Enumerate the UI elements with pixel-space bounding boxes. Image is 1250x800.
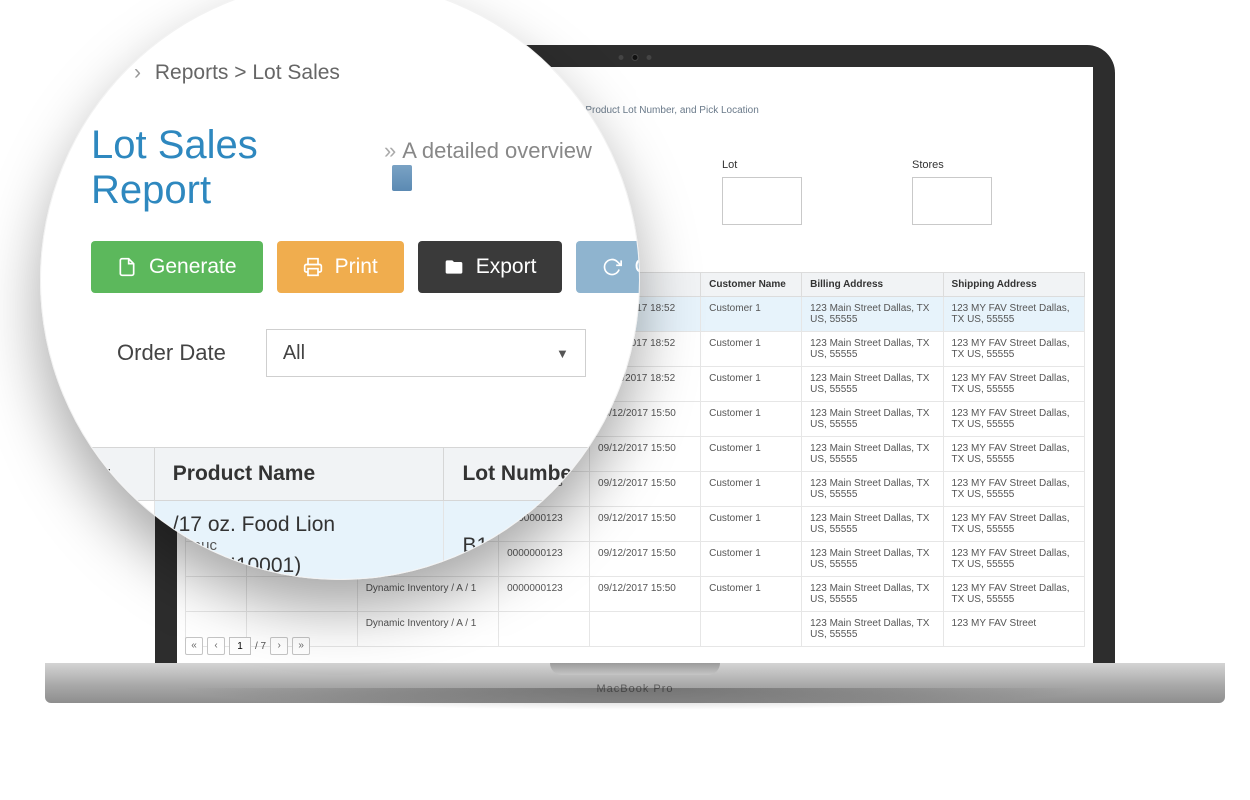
- filter-input-stores[interactable]: [912, 177, 992, 225]
- cell-billing: 123 Main Street Dallas, TX US, 55555: [802, 297, 943, 332]
- cell-shipping: 123 MY FAV Street Dallas, TX US, 55555: [943, 542, 1084, 577]
- generate-button[interactable]: Generate: [91, 241, 263, 293]
- cell-customer: [701, 612, 802, 647]
- chevron-down-icon: ▼: [556, 346, 569, 361]
- pager-prev[interactable]: ‹: [207, 637, 225, 655]
- folder-open-icon: [444, 257, 464, 277]
- cell-location: Dynamic Inventory / A / 1: [357, 577, 498, 612]
- breadcrumb: me › Reports > Lot Sales: [91, 61, 609, 85]
- pager-next[interactable]: ›: [270, 637, 288, 655]
- pager-page-input[interactable]: [229, 637, 251, 655]
- order-date-value: All: [283, 342, 305, 365]
- cell-date: 09/12/2017 15:50: [590, 507, 701, 542]
- pager-last[interactable]: »: [292, 637, 310, 655]
- order-date-label: Order Date: [117, 340, 226, 366]
- mcol-sku[interactable]: U: [82, 448, 155, 501]
- cell-customer: Customer 1: [701, 332, 802, 367]
- cell-name-l1: /17 oz. Food Lion: [173, 513, 426, 537]
- cell-date: [590, 612, 701, 647]
- refresh-icon: [602, 257, 622, 277]
- cell-sku: 7993: [100, 558, 133, 575]
- filter-bar: Lot Stores: [722, 159, 992, 225]
- laptop-base: MacBook Pro: [45, 663, 1225, 703]
- filter-label-stores: Stores: [912, 159, 992, 171]
- print-button[interactable]: Print: [277, 241, 404, 293]
- breadcrumb-home[interactable]: me: [91, 61, 120, 84]
- cell-date: 09/12/2017 15:50: [590, 542, 701, 577]
- export-button[interactable]: Export: [418, 241, 563, 293]
- laptop-camera: [619, 54, 652, 61]
- cell-order: 0000000123: [499, 577, 590, 612]
- print-icon: [303, 257, 323, 277]
- table-row[interactable]: Dynamic Inventory / A / 1000000012309/12…: [186, 577, 1085, 612]
- action-buttons: Generate Print Export Clear: [91, 241, 609, 293]
- cell-customer: Customer 1: [701, 297, 802, 332]
- col-shipping[interactable]: Shipping Address: [943, 273, 1084, 297]
- cell-billing: 123 Main Street Dallas, TX US, 55555: [802, 437, 943, 472]
- cell-customer: Customer 1: [701, 542, 802, 577]
- cell-customer: Customer 1: [701, 402, 802, 437]
- pager-first[interactable]: «: [185, 637, 203, 655]
- cell-billing: 123 Main Street Dallas, TX US, 55555: [802, 507, 943, 542]
- clear-label: Clear: [634, 255, 640, 279]
- breadcrumb-page: Lot Sales: [252, 61, 340, 84]
- cell-customer: Customer 1: [701, 472, 802, 507]
- magnifier-lens: me › Reports > Lot Sales Lot Sales Repor…: [40, 0, 640, 580]
- generate-label: Generate: [149, 255, 237, 279]
- table-row[interactable]: Dynamic Inventory / A / 1 123 Main Street…: [186, 612, 1085, 647]
- breadcrumb-reports[interactable]: Reports: [155, 61, 229, 84]
- cell-date: 09/12/2017 15:50: [590, 437, 701, 472]
- cell-shipping: 123 MY FAV Street: [943, 612, 1084, 647]
- breadcrumb-sep2: >: [234, 61, 252, 84]
- cell-billing: 123 Main Street Dallas, TX US, 55555: [802, 472, 943, 507]
- col-customer[interactable]: Customer Name: [701, 273, 802, 297]
- mcol-product-name[interactable]: Product Name: [154, 448, 444, 501]
- cell-shipping: 123 MY FAV Street Dallas, TX US, 55555: [943, 577, 1084, 612]
- filter-label-lot: Lot: [722, 159, 802, 171]
- cell-location: Dynamic Inventory / A / 1: [357, 612, 498, 647]
- print-label: Print: [335, 255, 378, 279]
- laptop-trackpad-notch: [550, 663, 720, 675]
- col-billing[interactable]: Billing Address: [802, 273, 943, 297]
- export-label: Export: [476, 255, 537, 279]
- cell-shipping: 123 MY FAV Street Dallas, TX US, 55555: [943, 297, 1084, 332]
- order-date-select[interactable]: All ▼: [266, 329, 586, 377]
- file-icon: [117, 257, 137, 277]
- pager-total: / 7: [255, 641, 266, 652]
- page-title: Lot Sales Report: [91, 123, 368, 213]
- cell-customer: Customer 1: [701, 367, 802, 402]
- cell-billing: 123 Main Street Dallas, TX US, 55555: [802, 332, 943, 367]
- pager: « ‹ / 7 › »: [185, 637, 310, 655]
- cell-order: [499, 612, 590, 647]
- cell-customer: Customer 1: [701, 577, 802, 612]
- cell-billing: 123 Main Street Dallas, TX US, 55555: [802, 577, 943, 612]
- cell-shipping: 123 MY FAV Street Dallas, TX US, 55555: [943, 472, 1084, 507]
- cell-order: 0000000123: [499, 542, 590, 577]
- cell-shipping: 123 MY FAV Street Dallas, TX US, 55555: [943, 367, 1084, 402]
- cell-date: 09/12/2017 15:50: [590, 577, 701, 612]
- cell-billing: 123 Main Street Dallas, TX US, 55555: [802, 542, 943, 577]
- cell-date: 09/12/2017 15:50: [590, 472, 701, 507]
- laptop-brand: MacBook Pro: [596, 683, 673, 695]
- clear-button[interactable]: Clear: [576, 241, 640, 293]
- cell-shipping: 123 MY FAV Street Dallas, TX US, 55555: [943, 437, 1084, 472]
- cell-shipping: 123 MY FAV Street Dallas, TX US, 55555: [943, 332, 1084, 367]
- page-subtitle: »A detailed overview: [384, 138, 609, 191]
- cell-billing: 123 Main Street Dallas, TX US, 55555: [802, 612, 943, 647]
- cell-shipping: 123 MY FAV Street Dallas, TX US, 55555: [943, 507, 1084, 542]
- cell-name-l2: Sauc: [183, 537, 426, 554]
- chevron-right-icon: ›: [134, 61, 141, 84]
- cell-customer: Customer 1: [701, 437, 802, 472]
- cell-customer: Customer 1: [701, 507, 802, 542]
- cell-billing: 123 Main Street Dallas, TX US, 55555: [802, 402, 943, 437]
- filter-input-lot[interactable]: [722, 177, 802, 225]
- cell-shipping: 123 MY FAV Street Dallas, TX US, 55555: [943, 402, 1084, 437]
- cell-billing: 123 Main Street Dallas, TX US, 55555: [802, 367, 943, 402]
